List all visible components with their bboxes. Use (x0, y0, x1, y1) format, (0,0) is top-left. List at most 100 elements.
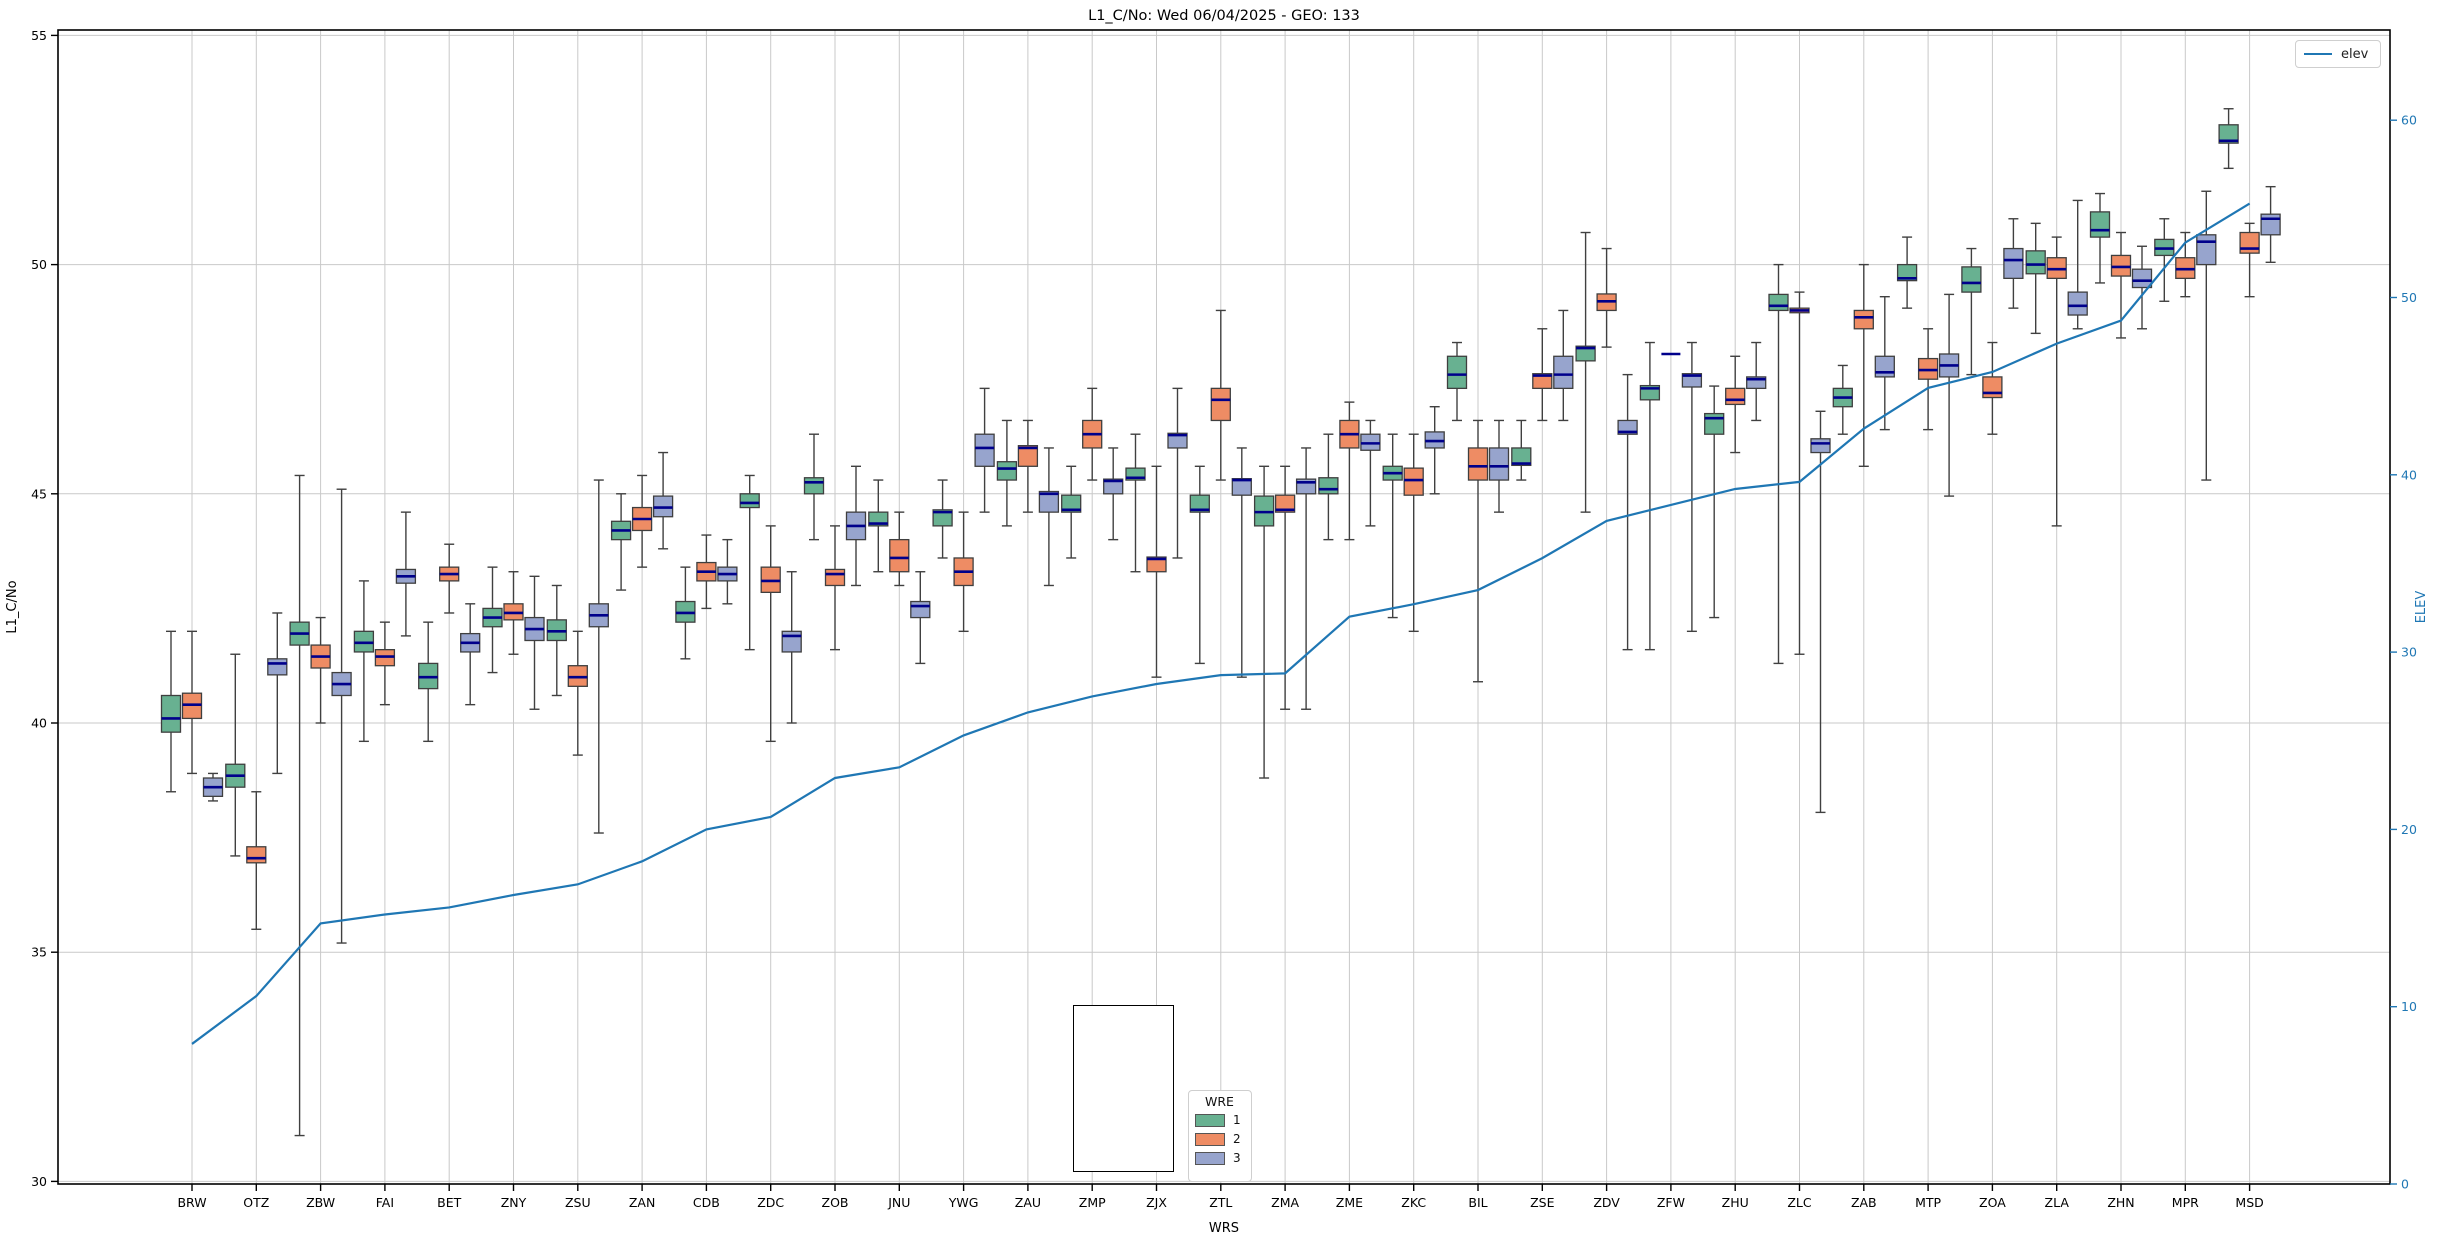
right-tick-label: 50 (2401, 290, 2417, 305)
box-ZLC-wre3 (1810, 410, 1831, 814)
box-ZKC-wre3 (1424, 406, 1445, 495)
x-tick-label: MPR (2172, 1195, 2199, 1210)
box-ZJX-wre1 (1125, 433, 1146, 573)
box-ZMA-wre3 (1295, 447, 1317, 710)
box-BIL-wre3 (1488, 419, 1510, 513)
box-rect (1746, 376, 1767, 390)
box-BRW-wre3 (202, 772, 224, 802)
box-ZSE-wre1 (1511, 419, 1532, 481)
box-ZBW-wre2 (310, 616, 331, 724)
box-rect (1768, 293, 1789, 312)
box-ZOB-wre2 (824, 525, 846, 651)
box-JNU-wre2 (889, 511, 910, 587)
box-JNU-wre1 (868, 479, 889, 573)
box-ZNY-wre1 (482, 566, 503, 674)
x-tick-label: ZAN (629, 1195, 655, 1210)
box-ZHU-wre3 (1746, 341, 1767, 422)
wre-swatch-2-icon (1195, 1132, 1225, 1146)
box-rect (2025, 250, 2046, 275)
right-axis: 60 50 40 30 20 10 0 (2390, 113, 2417, 1192)
x-tick-label: MSD (2235, 1195, 2263, 1210)
wre-legend-title: WRE (1205, 1094, 1234, 1109)
left-tick-label: 30 (31, 1174, 47, 1189)
box-rect (1853, 309, 1874, 330)
box-rect (1874, 355, 1895, 378)
box-ZSU-wre1 (546, 584, 567, 697)
box-ZDC-wre3 (781, 571, 802, 724)
x-tick-label: ZKC (1401, 1195, 1426, 1210)
box-ZHN-wre2 (2110, 231, 2132, 339)
box-ZDV-wre2 (1596, 247, 1617, 348)
box-rect (1961, 266, 1982, 293)
box-ZDV-wre3 (1617, 373, 1638, 651)
x-tick-label: ZHN (2107, 1195, 2134, 1210)
x-tick-label: ZHU (1722, 1195, 1749, 1210)
box-rect (1810, 438, 1831, 454)
box-ZNY-wre3 (524, 575, 545, 710)
elev-legend[interactable]: elev (2295, 40, 2381, 68)
box-BIL-wre2 (1467, 419, 1489, 683)
box-rect (803, 477, 825, 495)
box-CDB-wre3 (717, 538, 738, 605)
box-ZTL-wre1 (1189, 465, 1210, 665)
box-ZHN-wre3 (2131, 245, 2153, 330)
wre-swatch-3-icon (1195, 1151, 1225, 1165)
box-MSD-wre3 (2260, 185, 2281, 264)
box-rect (267, 658, 288, 676)
box-OTZ-wre2 (246, 791, 267, 930)
box-ZAB-wre1 (1832, 364, 1853, 435)
box-ZME-wre3 (1360, 419, 1381, 527)
box-rect (1210, 387, 1231, 422)
box-YWG-wre1 (932, 479, 953, 559)
box-ZOA-wre2 (1982, 341, 2003, 435)
x-tick-label: ZBW (306, 1195, 335, 1210)
x-tick-label: ZTL (1209, 1195, 1232, 1210)
box-rect (2239, 231, 2260, 254)
elev-legend-label: elev (2341, 46, 2369, 62)
wre-legend-entry-2: 2 (1195, 1132, 1251, 1146)
box-ZAB-wre2 (1853, 263, 1874, 467)
x-tick-label: ZLC (1787, 1195, 1812, 1210)
box-ZMP-wre2 (1082, 387, 1103, 481)
x-tick-label: ZNY (501, 1195, 527, 1210)
x-tick-label: FAI (376, 1195, 394, 1210)
box-ZFW-wre3 (1681, 341, 1703, 633)
box-rect (2003, 247, 2024, 280)
box-rect (889, 538, 910, 573)
boxplot-key-inset (1073, 1005, 1174, 1172)
box-rect (1488, 447, 1510, 481)
left-axis-label: L1_C/No (5, 580, 20, 633)
left-tick-label: 40 (31, 716, 47, 731)
right-tick-label: 60 (2401, 113, 2417, 128)
box-rect (781, 630, 802, 653)
left-axis: 55 50 45 40 35 30 (31, 28, 58, 1189)
box-BET-wre2 (439, 543, 460, 614)
box-ZOB-wre3 (845, 465, 867, 587)
box-YWG-wre3 (974, 387, 995, 513)
box-ZAU-wre1 (996, 419, 1018, 527)
box-MPR-wre2 (2175, 231, 2196, 298)
box-rect (1061, 494, 1082, 513)
x-tick-label: ZOB (822, 1195, 849, 1210)
box-rect (824, 568, 846, 587)
box-rect (2089, 211, 2111, 238)
wre-legend-entry-3: 3 (1195, 1151, 1251, 1165)
box-ZLA-wre1 (2025, 222, 2046, 335)
box-ZAB-wre3 (1874, 295, 1895, 431)
box-ZSU-wre2 (567, 630, 588, 756)
wre-label-3: 3 (1233, 1151, 1241, 1165)
box-BRW-wre1 (160, 630, 182, 793)
box-BIL-wre1 (1446, 341, 1468, 422)
x-tick-label: BIL (1468, 1195, 1487, 1210)
wre-legend[interactable]: WRE 1 2 3 (1188, 1090, 1252, 1182)
box-series-3 (202, 185, 2281, 944)
box-ZJX-wre2 (1146, 465, 1167, 678)
box-ZME-wre2 (1339, 401, 1360, 541)
wre-label-1: 1 (1233, 1113, 1241, 1127)
box-rect (1982, 376, 2003, 399)
box-ZME-wre1 (1318, 433, 1339, 541)
box-ZBW-wre3 (331, 488, 352, 944)
box-FAI-wre2 (374, 621, 396, 706)
box-rect (1274, 494, 1296, 513)
box-rect (1318, 477, 1339, 495)
